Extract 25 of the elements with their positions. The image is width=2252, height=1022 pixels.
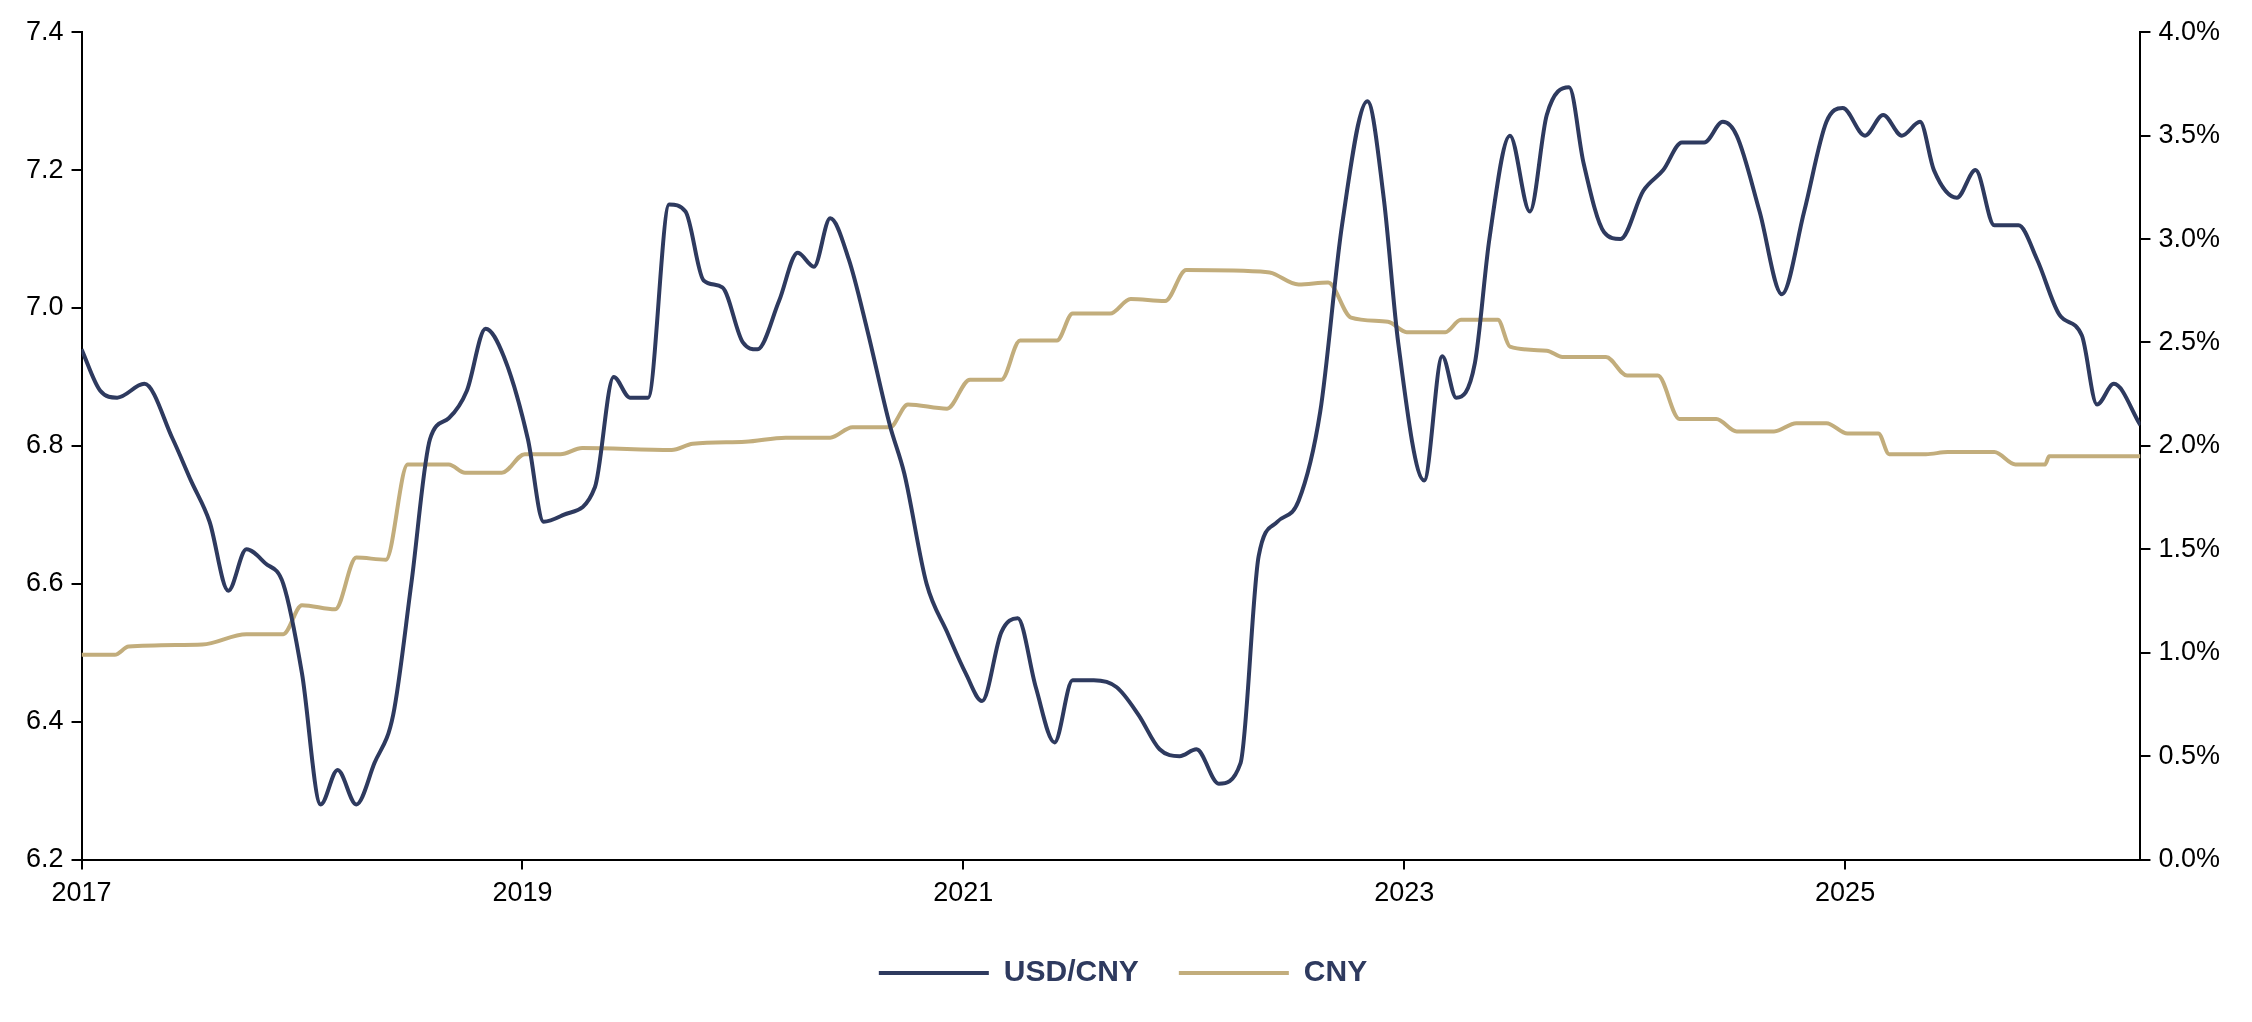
y-tick-label: 7.2 xyxy=(25,153,64,184)
line-series xyxy=(81,85,2141,807)
y-tick-label: 6.6 xyxy=(25,567,64,598)
y2-tick-label: 4.0% xyxy=(2158,15,2221,46)
x-tick-label: 2023 xyxy=(1374,877,1435,908)
x-tick-label: 2021 xyxy=(933,877,994,908)
y-tick-label: 6.4 xyxy=(25,705,64,736)
y-tick-label: 6.2 xyxy=(25,843,64,874)
y2-tick-label: 2.0% xyxy=(2158,429,2221,460)
y2-tick-label: 3.5% xyxy=(2158,119,2221,150)
legend-label: USD/CNY xyxy=(1003,954,1139,988)
y2-tick-label: 0.0% xyxy=(2158,843,2221,874)
x-tick-label: 2017 xyxy=(51,877,112,908)
y-tick-label: 7.4 xyxy=(25,15,64,46)
y-tick-label: 6.8 xyxy=(25,429,64,460)
y2-tick-label: 3.0% xyxy=(2158,222,2221,253)
x-tick-label: 2019 xyxy=(492,877,553,908)
y2-tick-label: 2.5% xyxy=(2158,325,2221,356)
y2-tick-label: 1.5% xyxy=(2158,532,2221,563)
legend-label: CNY xyxy=(1303,954,1368,988)
y-tick-label: 7.0 xyxy=(25,291,64,322)
y2-tick-label: 1.0% xyxy=(2158,636,2221,667)
line-series xyxy=(81,268,2141,657)
y2-tick-label: 0.5% xyxy=(2158,739,2221,770)
x-tick-label: 2025 xyxy=(1815,877,1876,908)
